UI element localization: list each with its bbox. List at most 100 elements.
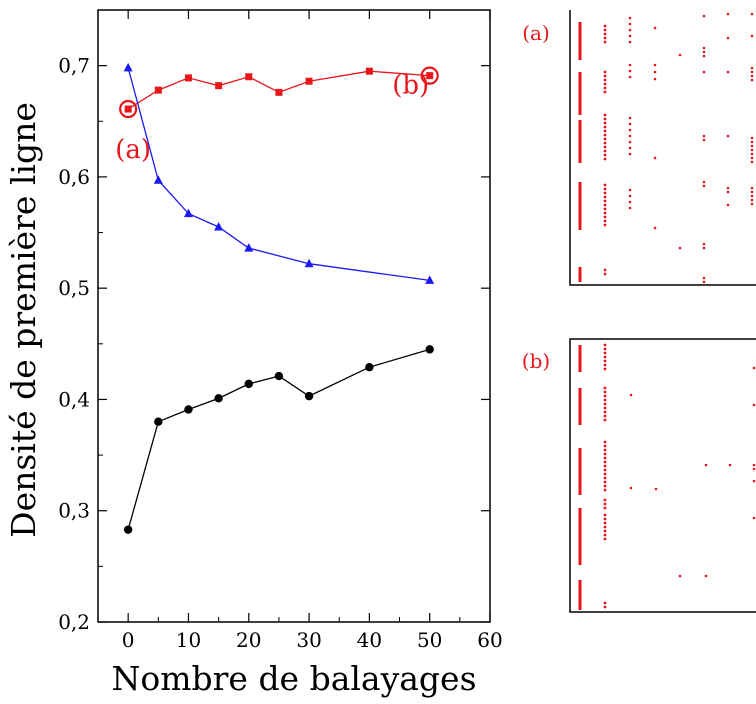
panel-bar [578,508,582,565]
panel-dot [702,138,706,142]
panel-dot [750,12,754,16]
panel-dot [603,207,607,211]
panel-dot [603,121,607,125]
panel-dot [702,50,706,54]
panel-dot [628,22,632,26]
panel-bar [578,580,582,610]
panel-b-label: (b) [522,349,550,373]
panel-dot [750,198,754,202]
data-point [305,77,313,85]
panel-dot [603,113,607,117]
panel-dot [603,448,607,452]
y-tick-label: 0,5 [58,276,90,300]
panel-dot [603,70,607,74]
panel-dot [603,468,607,472]
panel-dot [603,149,607,153]
panel-dot [628,152,632,156]
panel-dot [702,54,706,58]
panel-dot [603,525,607,529]
panel-dot [653,226,657,230]
data-point [244,243,254,252]
panel-b: (b) [522,338,756,613]
panel-dot [702,46,706,50]
panel-dot [603,386,607,390]
panel-dot [603,28,607,32]
panel-dot [603,157,607,161]
data-point [274,371,284,381]
annotation-label: (b) [392,71,429,101]
panel-dot [603,601,607,605]
panel-dot [628,206,632,210]
panel-dot [752,467,756,471]
data-point [245,73,253,81]
panel-dot [628,146,632,150]
panel-dot [750,156,754,160]
panel-dot [726,203,730,207]
panel-dot [603,86,607,90]
panel-dot [726,36,730,40]
data-point [426,72,434,80]
panel-dot [603,502,607,506]
panel-bar [578,448,582,495]
panel-bar [578,267,582,282]
data-point [184,405,193,414]
panel-dot [702,134,706,138]
panel-dot [603,402,607,406]
y-axis-label: Densité de première ligne [4,102,43,538]
panel-dot [628,116,632,120]
panel-dot [603,272,607,276]
x-tick-label: 50 [417,628,442,652]
panel-dot [603,367,607,371]
panel-dot [603,343,607,347]
y-tick-label: 0,2 [58,610,90,634]
panel-dot [603,129,607,133]
data-point [425,275,435,284]
panel-dot [653,156,657,160]
annotation-layer: (a) (b) [115,66,439,165]
y-tick-label: 0,3 [58,499,90,523]
panel-dot [603,414,607,418]
panel-dot [603,153,607,157]
panel-dot [629,393,633,397]
panel-dot [726,134,730,138]
panel-dot [603,24,607,28]
panel-b-frame [569,338,756,613]
data-point [275,88,283,96]
panel-a: (a) [522,10,756,286]
panel-dot [726,70,730,74]
panel-dot [603,133,607,137]
panel-dot [752,366,756,370]
panel-dot [603,141,607,145]
plot-frame [97,9,491,623]
panel-dot [603,268,607,272]
panel-dot [628,63,632,67]
panel-dot [750,190,754,194]
panel-bar [578,182,582,230]
panel-dot [702,280,706,284]
panel-dot [750,78,754,82]
panel-a-label: (a) [522,21,550,45]
panel-dot [702,184,706,188]
x-tick-label: 20 [236,628,261,652]
panel-dot [603,394,607,398]
panel-dot [603,199,607,203]
x-tick-label: 0 [122,628,135,652]
panel-dot [726,12,730,16]
panel-dot [603,90,607,94]
panel-dot [603,363,607,367]
panel-dot [603,223,607,227]
panel-dot [603,605,607,609]
panel-dot [603,464,607,468]
data-point [365,362,374,372]
data-point [154,417,163,426]
panel-bar [578,388,582,425]
y-tick-label: 0,6 [58,165,90,189]
data-point [215,82,223,90]
panel-dot [603,78,607,82]
panel-dot [750,66,754,70]
data-point [214,221,224,231]
panel-dot [603,533,607,537]
panel-dot [603,517,607,521]
panel-dot [603,390,607,394]
panel-dot [654,487,658,491]
